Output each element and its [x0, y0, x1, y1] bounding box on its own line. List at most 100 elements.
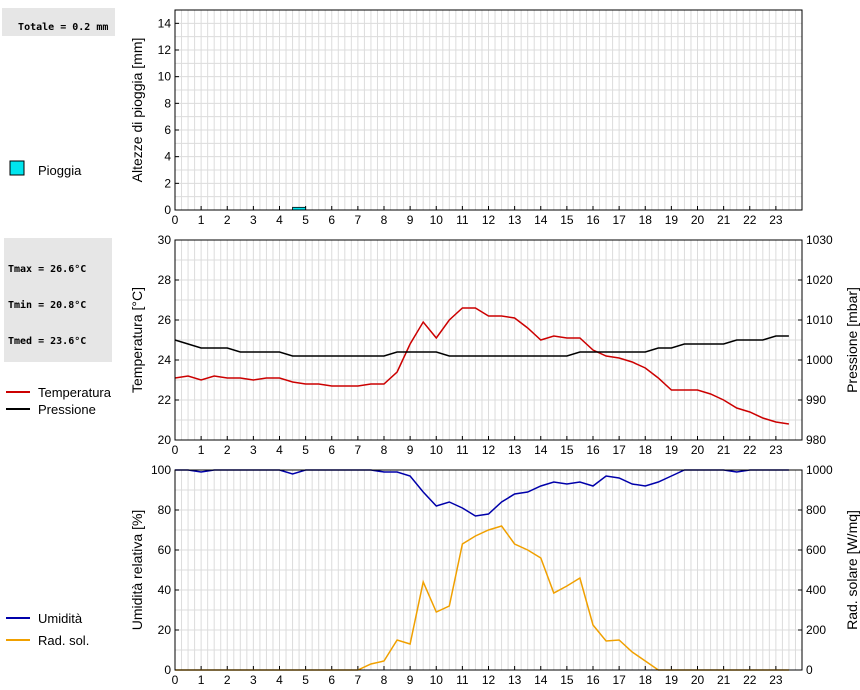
- x-tick-label: 19: [665, 213, 679, 227]
- x-tick-label: 14: [534, 443, 548, 457]
- x-tick-label: 15: [560, 673, 574, 687]
- y2-axis-label: Pressione [mbar]: [844, 287, 860, 393]
- humidity-radiation-chart: 0 1 2 3 4 5 6 7 8 9 10 11 12 13 14 15 16 17 18 19 20 21 22 2302…: [129, 463, 860, 687]
- temp-stats-box: Tmax = 26.6°C Tmin = 20.8°C Tmed = 23.6°…: [4, 238, 112, 362]
- x-tick-label: 13: [508, 673, 522, 687]
- y-tick-label: 100: [151, 463, 171, 477]
- series-line-pressione: [174, 335, 789, 357]
- x-tick-label: 10: [430, 673, 444, 687]
- x-tick-label: 23: [769, 213, 783, 227]
- x-tick-label: 6: [328, 673, 335, 687]
- y-tick-label: 40: [158, 583, 172, 597]
- x-tick-label: 20: [691, 213, 705, 227]
- x-tick-label: 3: [250, 213, 257, 227]
- x-tick-label: 17: [612, 673, 626, 687]
- x-tick-label: 14: [534, 673, 548, 687]
- x-tick-label: 9: [407, 213, 414, 227]
- y2-tick-label: 200: [806, 623, 826, 637]
- x-tick-label: 7: [355, 443, 362, 457]
- series-line-temperatura: [174, 307, 790, 425]
- y-tick-label: 0: [164, 663, 171, 677]
- y-tick-label: 0: [164, 203, 171, 217]
- y-tick-label: 60: [158, 543, 172, 557]
- x-tick-label: 11: [456, 213, 469, 227]
- plot-frame: [174, 239, 803, 441]
- y-tick-label: 80: [158, 503, 172, 517]
- x-tick-label: 23: [769, 443, 783, 457]
- x-tick-label: 11: [456, 673, 469, 687]
- x-tick-label: 16: [586, 443, 600, 457]
- x-tick-label: 0: [172, 213, 179, 227]
- x-tick-label: 1: [198, 213, 205, 227]
- y-axis-label: Temperatura [°C]: [129, 287, 145, 393]
- y2-tick-label: 1020: [806, 273, 833, 287]
- x-tick-label: 17: [612, 443, 626, 457]
- y-tick-label: 26: [158, 313, 172, 327]
- x-tick-label: 9: [407, 443, 414, 457]
- plot-frame: [174, 9, 803, 211]
- y-tick-label: 12: [158, 43, 172, 57]
- y2-tick-label: 600: [806, 543, 826, 557]
- y-tick-label: 4: [164, 150, 171, 164]
- y2-tick-label: 800: [806, 503, 826, 517]
- x-tick-label: 12: [482, 673, 496, 687]
- plot-frame: [174, 469, 803, 671]
- temperature-pressure-chart: 0 1 2 3 4 5 6 7 8 9 10 11 12 13 14 15 16 17 18 19 20 21 22 2320…: [129, 233, 860, 457]
- x-tick-label: 15: [560, 213, 574, 227]
- x-tick-label: 18: [639, 443, 653, 457]
- x-tick-label: 12: [482, 443, 496, 457]
- y2-tick-label: 990: [806, 393, 826, 407]
- x-tick-label: 6: [328, 213, 335, 227]
- y-tick-label: 8: [164, 96, 171, 110]
- x-tick-label: 16: [586, 673, 600, 687]
- x-tick-label: 0: [172, 443, 179, 457]
- x-tick-label: 19: [665, 443, 679, 457]
- y2-tick-label: 1030: [806, 233, 833, 247]
- y2-tick-label: 980: [806, 433, 826, 447]
- x-tick-label: 22: [743, 443, 757, 457]
- x-tick-label: 9: [407, 673, 414, 687]
- tmed-text: Tmed = 23.6°C: [8, 336, 87, 347]
- x-tick-label: 18: [639, 673, 653, 687]
- x-tick-label: 17: [612, 213, 626, 227]
- x-tick-label: 13: [508, 443, 522, 457]
- legend-label: Umidità: [38, 611, 83, 626]
- x-tick-label: 4: [276, 213, 283, 227]
- tmin-text: Tmin = 20.8°C: [8, 300, 87, 311]
- x-tick-label: 15: [560, 443, 574, 457]
- x-tick-label: 3: [250, 673, 257, 687]
- x-tick-label: 20: [691, 673, 705, 687]
- x-tick-label: 1: [198, 673, 205, 687]
- x-tick-label: 10: [430, 213, 444, 227]
- x-tick-label: 21: [717, 443, 731, 457]
- y2-tick-label: 1010: [806, 313, 833, 327]
- x-tick-label: 12: [482, 213, 496, 227]
- x-tick-label: 4: [276, 443, 283, 457]
- rain-total-text: Totale = 0.2 mm: [18, 22, 109, 33]
- x-tick-label: 8: [381, 213, 388, 227]
- x-tick-label: 21: [717, 673, 731, 687]
- x-tick-label: 8: [381, 673, 388, 687]
- y-tick-label: 22: [158, 393, 172, 407]
- x-tick-label: 19: [665, 673, 679, 687]
- y2-axis-label: Rad. solare [W/mq]: [844, 510, 860, 630]
- y2-tick-label: 0: [806, 663, 813, 677]
- x-tick-label: 4: [276, 673, 283, 687]
- tmax-text: Tmax = 26.6°C: [8, 264, 87, 275]
- legend-label-pioggia: Pioggia: [38, 163, 82, 178]
- y-tick-label: 30: [158, 233, 172, 247]
- legend-label: Temperatura: [38, 385, 112, 400]
- x-tick-label: 20: [691, 443, 705, 457]
- x-tick-label: 5: [302, 673, 309, 687]
- legend-label: Rad. sol.: [38, 633, 89, 648]
- y2-tick-label: 400: [806, 583, 826, 597]
- x-tick-label: 23: [769, 673, 783, 687]
- y-tick-label: 20: [158, 433, 172, 447]
- x-tick-label: 21: [717, 213, 731, 227]
- legend-swatch-pioggia: [9, 160, 25, 176]
- y-tick-label: 14: [158, 16, 172, 30]
- x-tick-label: 5: [302, 213, 309, 227]
- y-axis-label: Umidità relativa [%]: [129, 510, 145, 631]
- x-tick-label: 0: [172, 673, 179, 687]
